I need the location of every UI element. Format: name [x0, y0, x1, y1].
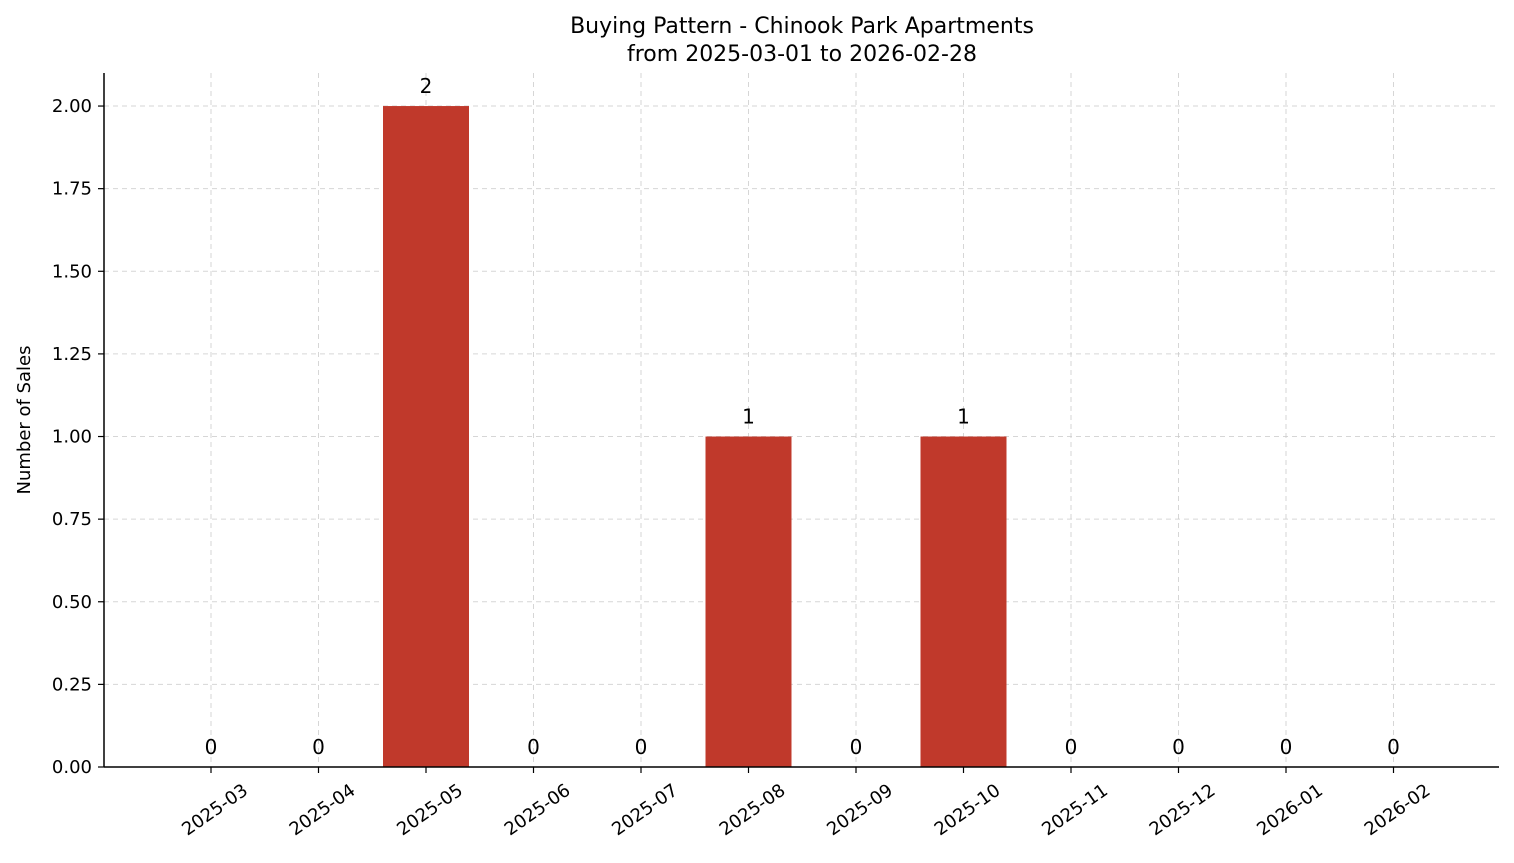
x-tick-label-2025-11: 2025-11 [1038, 780, 1112, 840]
y-tick-label: 0.00 [52, 757, 92, 778]
x-tick-label-2025-10: 2025-10 [931, 780, 1005, 840]
data-label-2025-04: 0 [312, 735, 325, 759]
data-label-2025-09: 0 [850, 735, 863, 759]
data-label-2025-03: 0 [205, 735, 218, 759]
y-tick-label: 0.50 [52, 592, 92, 613]
x-tick-label-2025-12: 2025-12 [1146, 780, 1220, 840]
data-label-2026-02: 0 [1387, 735, 1400, 759]
data-label-2025-11: 0 [1065, 735, 1078, 759]
data-label-2025-06: 0 [527, 735, 540, 759]
data-label-2025-05: 2 [420, 74, 433, 98]
x-tick-label-2025-06: 2025-06 [501, 780, 575, 840]
x-tick-label-2025-08: 2025-08 [716, 780, 790, 840]
data-label-2025-07: 0 [635, 735, 648, 759]
grid-layer [104, 73, 1499, 768]
bar-2025-10 [920, 436, 1007, 767]
y-tick-label: 0.25 [52, 674, 92, 695]
x-tick-label-2025-03: 2025-03 [178, 780, 252, 840]
y-ticks-layer: 0.00 0.25 0.50 0.75 1.00 1.25 1.50 1.75 2.00 [52, 96, 104, 778]
axes-layer [103, 73, 1499, 768]
bars-layer [383, 106, 1007, 768]
data-labels-layer: 0 0 2 0 0 1 0 1 0 0 0 0 [205, 74, 1400, 759]
x-ticks-layer: 2025-03 2025-04 2025-05 2025-06 2025-07 2025-… [178, 767, 1434, 840]
x-tick-label-2025-09: 2025-09 [823, 780, 897, 840]
x-tick-label-2025-07: 2025-07 [608, 780, 682, 840]
bar-2025-05 [383, 106, 469, 768]
data-label-2025-10: 1 [957, 405, 970, 429]
data-label-2025-12: 0 [1172, 735, 1185, 759]
chart-title-line-2: from 2025-03-01 to 2026-02-28 [627, 42, 977, 67]
y-tick-label: 1.50 [52, 261, 92, 282]
data-label-2025-08: 1 [742, 405, 755, 429]
y-tick-label: 2.00 [52, 96, 92, 117]
data-label-2026-01: 0 [1280, 735, 1293, 759]
x-tick-label-2026-02: 2026-02 [1361, 780, 1435, 840]
y-axis-label: Number of Sales [14, 345, 35, 494]
y-tick-label: 1.25 [52, 344, 92, 365]
y-tick-label: 0.75 [52, 509, 92, 530]
x-tick-label-2025-04: 2025-04 [286, 780, 360, 840]
x-tick-label-2025-05: 2025-05 [393, 780, 467, 840]
bar-2025-08 [705, 436, 792, 767]
x-tick-label-2026-01: 2026-01 [1253, 780, 1327, 840]
y-tick-label: 1.75 [52, 179, 92, 200]
y-tick-label: 1.00 [52, 427, 92, 448]
chart-title-line-1: Buying Pattern - Chinook Park Apartments [570, 14, 1034, 39]
